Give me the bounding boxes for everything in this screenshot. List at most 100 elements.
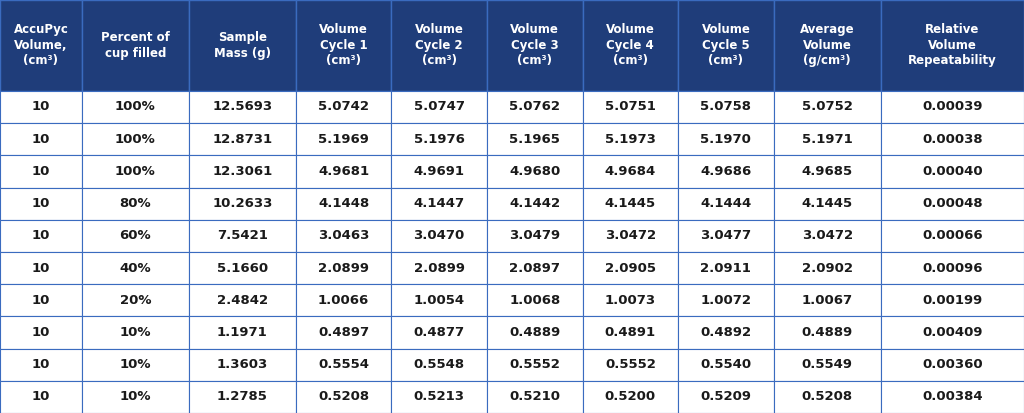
Text: 10: 10 bbox=[32, 294, 50, 307]
Bar bbox=[583, 316, 678, 349]
Text: 5.1969: 5.1969 bbox=[318, 133, 369, 146]
Text: Average
Volume
(g/cm³): Average Volume (g/cm³) bbox=[800, 24, 854, 67]
Text: Volume
Cycle 1
(cm³): Volume Cycle 1 (cm³) bbox=[319, 24, 368, 67]
Bar bbox=[678, 284, 774, 316]
Bar bbox=[296, 252, 391, 284]
Bar bbox=[391, 381, 487, 413]
Bar bbox=[391, 220, 487, 252]
Bar bbox=[296, 220, 391, 252]
Text: 2.0902: 2.0902 bbox=[802, 261, 853, 275]
Bar bbox=[487, 316, 583, 349]
Bar bbox=[583, 349, 678, 381]
Bar bbox=[82, 316, 188, 349]
Text: Percent of
cup filled: Percent of cup filled bbox=[101, 31, 170, 60]
Text: 10: 10 bbox=[32, 261, 50, 275]
Text: Volume
Cycle 4
(cm³): Volume Cycle 4 (cm³) bbox=[606, 24, 654, 67]
Bar bbox=[583, 284, 678, 316]
Text: 10: 10 bbox=[32, 165, 50, 178]
Bar bbox=[0, 316, 82, 349]
Text: 0.00038: 0.00038 bbox=[922, 133, 983, 146]
Bar bbox=[774, 252, 881, 284]
Text: 3.0470: 3.0470 bbox=[414, 229, 465, 242]
Text: 0.5208: 0.5208 bbox=[802, 390, 853, 404]
Bar bbox=[188, 316, 296, 349]
Bar bbox=[881, 123, 1024, 155]
Bar bbox=[678, 316, 774, 349]
Bar bbox=[188, 349, 296, 381]
Bar bbox=[583, 381, 678, 413]
Text: 1.0073: 1.0073 bbox=[605, 294, 656, 307]
Text: 10%: 10% bbox=[120, 358, 152, 371]
Text: 4.9685: 4.9685 bbox=[802, 165, 853, 178]
Bar bbox=[391, 0, 487, 91]
Bar bbox=[188, 188, 296, 220]
Bar bbox=[391, 252, 487, 284]
Bar bbox=[487, 123, 583, 155]
Text: 1.1971: 1.1971 bbox=[217, 326, 267, 339]
Text: 1.0068: 1.0068 bbox=[509, 294, 560, 307]
Bar bbox=[391, 316, 487, 349]
Text: 0.5554: 0.5554 bbox=[318, 358, 369, 371]
Text: 0.00048: 0.00048 bbox=[922, 197, 983, 210]
Bar bbox=[296, 0, 391, 91]
Text: 12.8731: 12.8731 bbox=[212, 133, 272, 146]
Bar bbox=[774, 0, 881, 91]
Text: 2.0897: 2.0897 bbox=[509, 261, 560, 275]
Text: Relative
Volume
Repeatability: Relative Volume Repeatability bbox=[908, 24, 996, 67]
Text: 4.1445: 4.1445 bbox=[802, 197, 853, 210]
Text: 5.1973: 5.1973 bbox=[605, 133, 655, 146]
Text: Sample
Mass (g): Sample Mass (g) bbox=[214, 31, 270, 60]
Bar bbox=[188, 220, 296, 252]
Bar bbox=[82, 123, 188, 155]
Bar bbox=[188, 381, 296, 413]
Bar bbox=[487, 220, 583, 252]
Bar bbox=[82, 91, 188, 123]
Text: 5.0758: 5.0758 bbox=[700, 100, 752, 114]
Bar bbox=[82, 284, 188, 316]
Bar bbox=[881, 155, 1024, 188]
Text: 4.1444: 4.1444 bbox=[700, 197, 752, 210]
Bar bbox=[82, 155, 188, 188]
Bar bbox=[0, 381, 82, 413]
Bar bbox=[774, 188, 881, 220]
Bar bbox=[583, 123, 678, 155]
Text: Volume
Cycle 3
(cm³): Volume Cycle 3 (cm³) bbox=[510, 24, 559, 67]
Text: 0.5213: 0.5213 bbox=[414, 390, 465, 404]
Bar bbox=[678, 220, 774, 252]
Bar bbox=[487, 349, 583, 381]
Text: 0.00096: 0.00096 bbox=[922, 261, 983, 275]
Text: 0.5540: 0.5540 bbox=[700, 358, 752, 371]
Text: 0.00066: 0.00066 bbox=[922, 229, 983, 242]
Text: 10%: 10% bbox=[120, 326, 152, 339]
Text: 10: 10 bbox=[32, 229, 50, 242]
Text: 5.0747: 5.0747 bbox=[414, 100, 465, 114]
Bar bbox=[188, 91, 296, 123]
Text: 5.0742: 5.0742 bbox=[318, 100, 369, 114]
Bar bbox=[487, 91, 583, 123]
Text: 2.0905: 2.0905 bbox=[605, 261, 655, 275]
Bar bbox=[0, 349, 82, 381]
Bar bbox=[391, 155, 487, 188]
Text: 4.1442: 4.1442 bbox=[509, 197, 560, 210]
Bar bbox=[296, 284, 391, 316]
Text: 1.0067: 1.0067 bbox=[802, 294, 853, 307]
Bar bbox=[391, 123, 487, 155]
Bar bbox=[296, 316, 391, 349]
Text: 1.0054: 1.0054 bbox=[414, 294, 465, 307]
Bar bbox=[487, 188, 583, 220]
Bar bbox=[296, 155, 391, 188]
Bar bbox=[188, 155, 296, 188]
Text: 0.5210: 0.5210 bbox=[509, 390, 560, 404]
Text: 10: 10 bbox=[32, 326, 50, 339]
Bar bbox=[296, 188, 391, 220]
Text: AccuPyc
Volume,
(cm³): AccuPyc Volume, (cm³) bbox=[13, 24, 69, 67]
Bar bbox=[678, 0, 774, 91]
Text: 5.1970: 5.1970 bbox=[700, 133, 752, 146]
Bar bbox=[487, 381, 583, 413]
Text: 1.0066: 1.0066 bbox=[318, 294, 370, 307]
Bar bbox=[678, 349, 774, 381]
Text: 0.00040: 0.00040 bbox=[922, 165, 983, 178]
Text: 5.1971: 5.1971 bbox=[802, 133, 853, 146]
Bar bbox=[774, 123, 881, 155]
Text: 0.4892: 0.4892 bbox=[700, 326, 752, 339]
